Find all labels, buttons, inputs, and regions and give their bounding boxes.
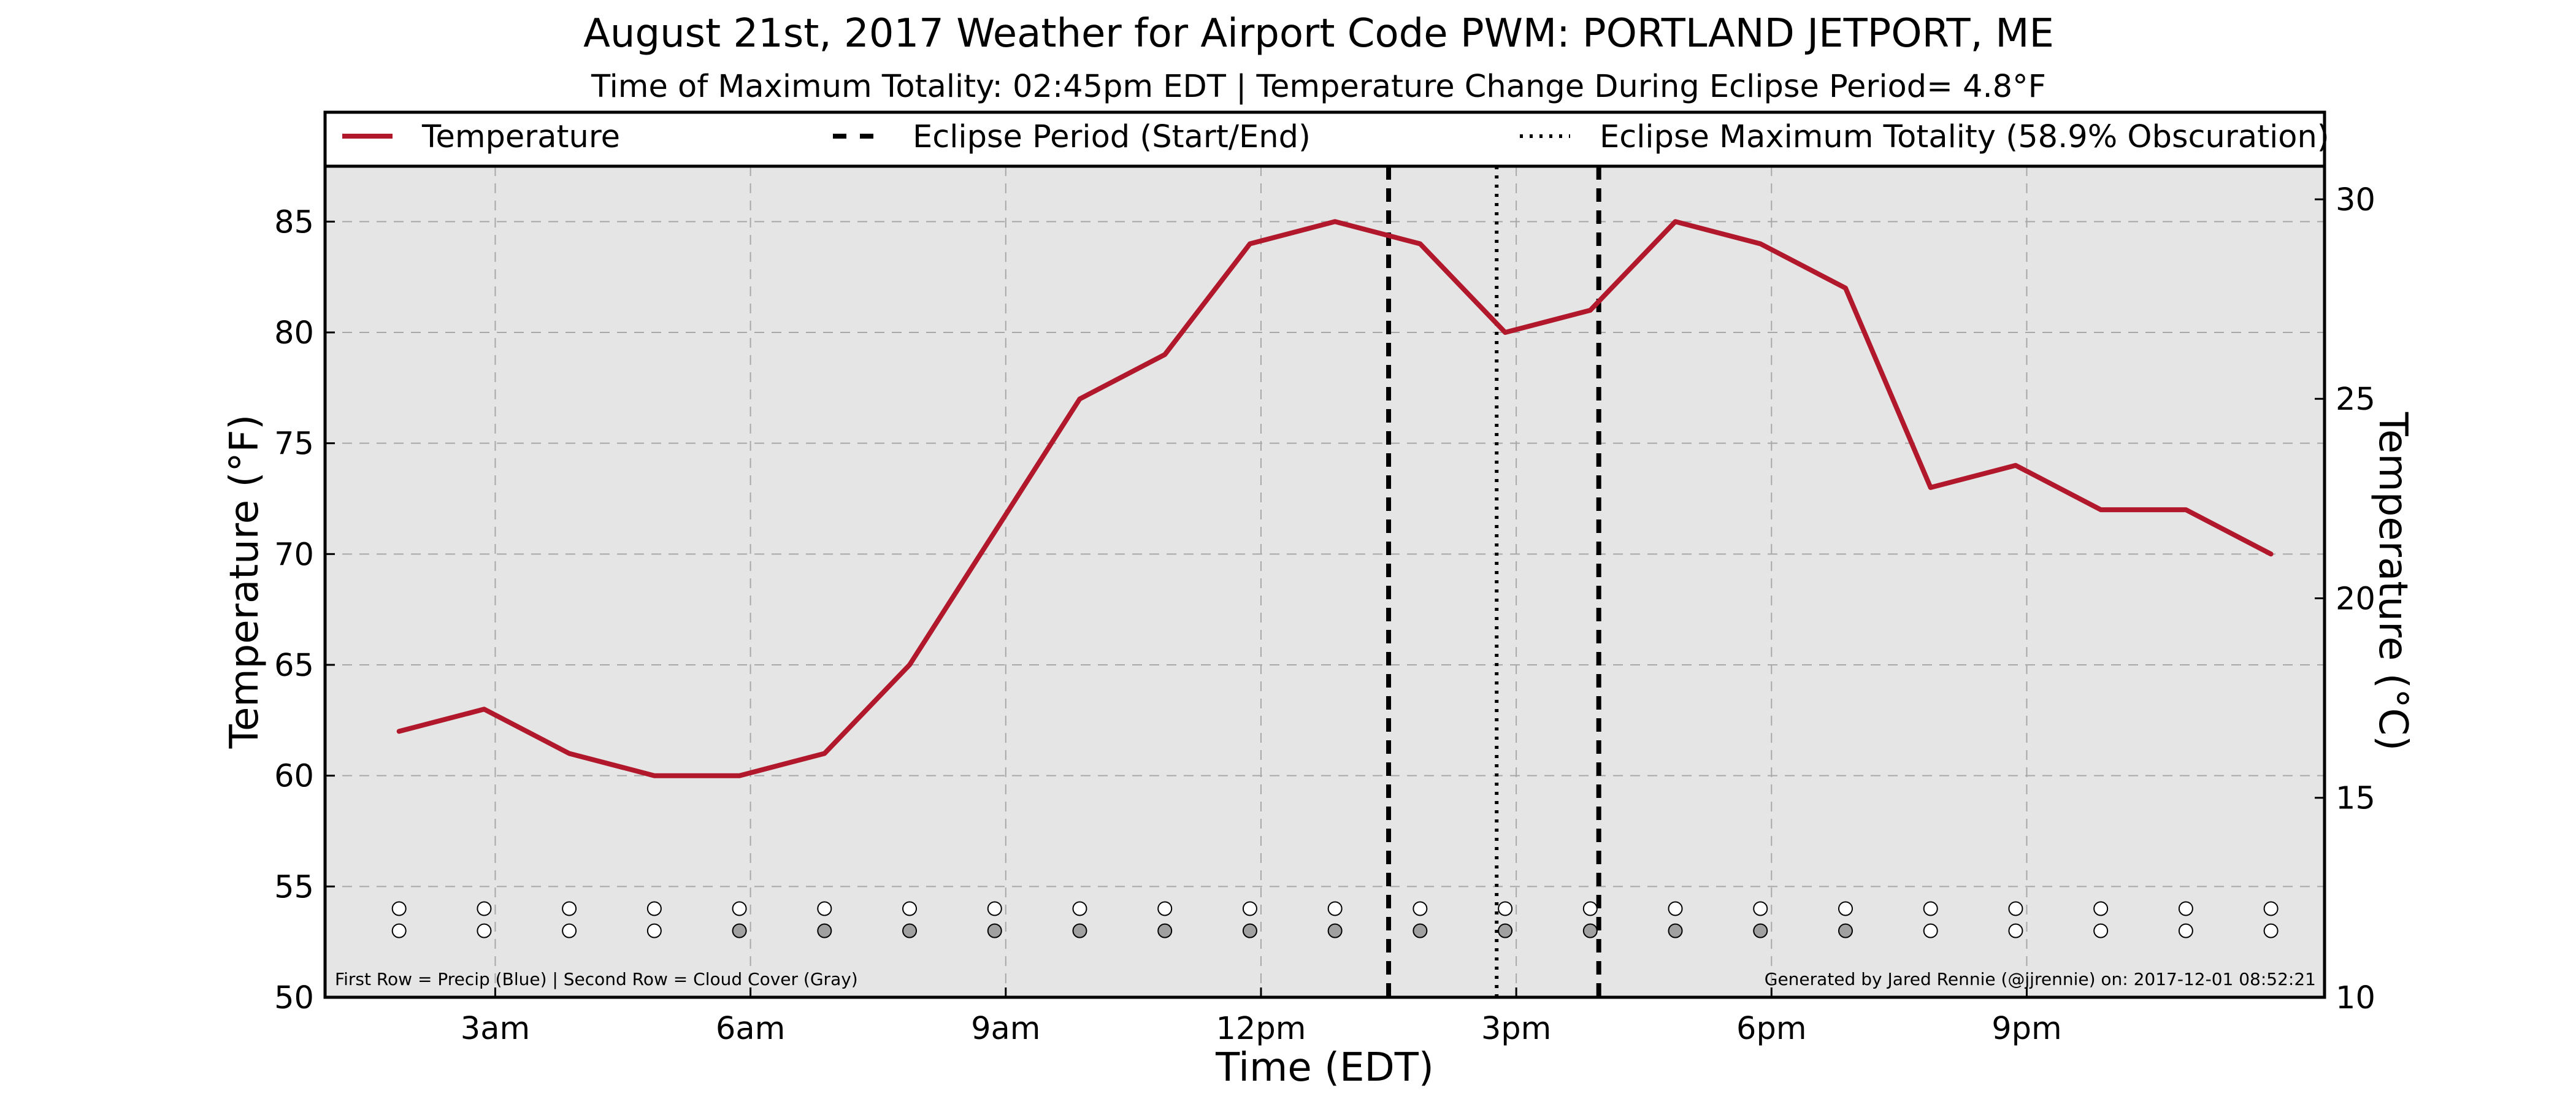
y-axis-title-right: Temperature (°C) — [2370, 412, 2415, 751]
cloud-cover-marker — [902, 923, 918, 938]
cloud-cover-marker — [1327, 923, 1343, 938]
x-tick-label: 9am — [971, 1011, 1040, 1047]
x-tick-label: 3pm — [1481, 1011, 1552, 1047]
axes: 50 55 60 65 70 75 80 85 3am 6am 9am 12pm 3pm 6pm 9pm 10… — [274, 182, 2375, 1047]
chart-title: August 21st, 2017 Weather for Airport Co… — [583, 11, 2054, 56]
y-right-tick-label: 25 — [2336, 381, 2375, 418]
cloud-cover-marker — [477, 923, 492, 938]
cloud-cover-marker — [1753, 923, 1768, 938]
plot-area: First Row = Precip (Blue) | Second Row =… — [323, 164, 2326, 999]
cloud-cover-marker — [1923, 923, 1938, 938]
legend-temperature-label: Temperature — [421, 119, 620, 155]
plot-background — [325, 166, 2325, 997]
precip-marker — [732, 901, 747, 916]
precip-marker — [987, 901, 1002, 916]
cloud-cover-marker — [391, 923, 407, 938]
precip-marker — [477, 901, 492, 916]
x-tick-label: 9pm — [1991, 1011, 2062, 1047]
legend: Temperature Eclipse Period (Start/End) E… — [323, 110, 2329, 168]
y-right-tick-label: 10 — [2336, 980, 2375, 1016]
chart-subtitle: Time of Maximum Totality: 02:45pm EDT | … — [591, 69, 2046, 105]
precip-marker — [1838, 901, 1853, 916]
x-axis-title: Time (EDT) — [1215, 1045, 1434, 1091]
y-tick-label: 60 — [274, 759, 314, 795]
y-axis-title-left: Temperature (°F) — [222, 415, 267, 749]
y-tick-label: 70 — [274, 537, 314, 573]
precip-marker — [2093, 901, 2109, 916]
cloud-cover-marker — [1668, 923, 1683, 938]
cloud-cover-marker — [1413, 923, 1428, 938]
precip-marker — [1923, 901, 1938, 916]
plot-frame — [323, 164, 2326, 999]
x-tick-label: 6am — [716, 1011, 785, 1047]
marker-rows — [391, 901, 2279, 938]
cloud-cover-marker — [2008, 923, 2023, 938]
precip-marker — [1753, 901, 1768, 916]
precip-marker — [1327, 901, 1343, 916]
cloud-cover-marker — [1838, 923, 1853, 938]
y-tick-label: 50 — [274, 980, 314, 1016]
cloud-cover-marker — [1498, 923, 1513, 938]
y-right-tick-label: 15 — [2336, 781, 2375, 817]
precip-marker — [562, 901, 577, 916]
cloud-cover-marker — [1242, 923, 1257, 938]
legend-eclipse-max-label: Eclipse Maximum Totality (58.9% Obscurat… — [1600, 119, 2329, 155]
x-tick-label: 6pm — [1736, 1011, 1807, 1047]
x-tick-label: 3am — [461, 1011, 530, 1047]
precip-marker — [1072, 901, 1087, 916]
cloud-cover-marker — [2093, 923, 2109, 938]
cloud-cover-marker — [1072, 923, 1087, 938]
y-tick-label: 55 — [274, 869, 314, 905]
credit-note: Generated by Jared Rennie (@jjrennie) on… — [1765, 969, 2316, 989]
precip-marker — [817, 901, 832, 916]
cloud-cover-marker — [2263, 923, 2279, 938]
cloud-cover-marker — [732, 923, 747, 938]
precip-marker — [646, 901, 662, 916]
precip-marker — [2008, 901, 2023, 916]
precip-marker — [1498, 901, 1513, 916]
precip-marker — [2178, 901, 2193, 916]
y-tick-label: 85 — [274, 204, 314, 240]
cloud-cover-marker — [2178, 923, 2193, 938]
cloud-cover-marker — [1157, 923, 1173, 938]
y-tick-label: 80 — [274, 315, 314, 351]
y-right-tick-label: 20 — [2336, 581, 2375, 617]
legend-box — [323, 110, 2326, 168]
precip-marker — [1413, 901, 1428, 916]
cloud-cover-marker — [987, 923, 1002, 938]
x-tick-label: 12pm — [1216, 1011, 1306, 1047]
precip-marker — [1242, 901, 1257, 916]
temperature-line — [396, 219, 2274, 778]
gridlines — [325, 166, 2325, 998]
cloud-cover-marker — [562, 923, 577, 938]
cloud-cover-marker — [646, 923, 662, 938]
y-tick-label: 75 — [274, 426, 314, 462]
series-layer — [396, 219, 2274, 778]
precip-marker — [1157, 901, 1173, 916]
precip-marker — [1582, 901, 1598, 916]
y-right-tick-label: 30 — [2336, 182, 2375, 218]
cloud-cover-marker — [817, 923, 832, 938]
precip-marker — [902, 901, 918, 916]
precip-marker — [2263, 901, 2279, 916]
precip-marker — [1668, 901, 1683, 916]
legend-eclipse-period-label: Eclipse Period (Start/End) — [913, 119, 1311, 155]
y-tick-label: 65 — [274, 648, 314, 684]
cloud-cover-marker — [1582, 923, 1598, 938]
cloud-note: First Row = Precip (Blue) | Second Row =… — [335, 969, 858, 989]
precip-marker — [391, 901, 407, 916]
